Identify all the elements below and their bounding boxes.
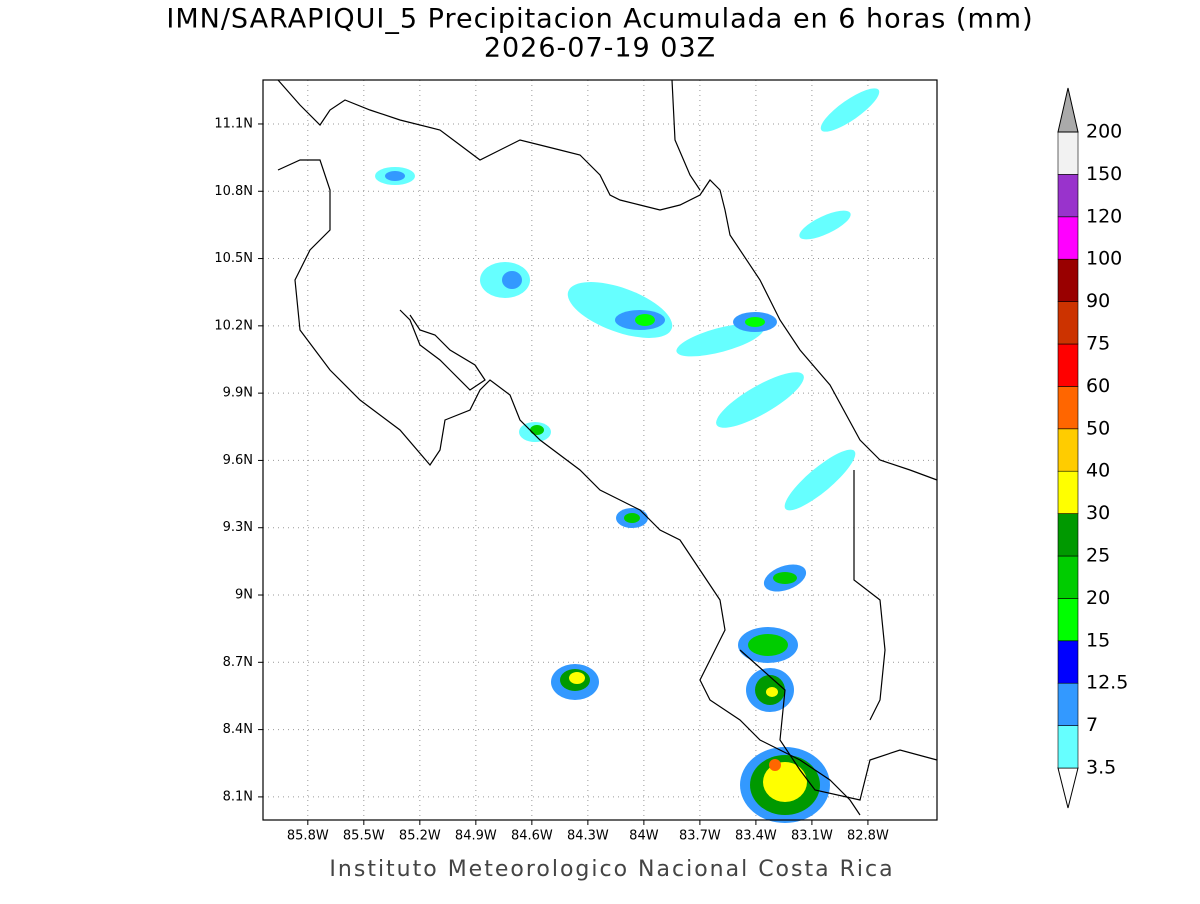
coastline [399,309,486,391]
colorbar-label: 30 [1086,502,1110,524]
x-tick-label: 84W [629,829,659,844]
colorbar-segment [1057,174,1079,218]
colorbar-label: 150 [1086,163,1122,185]
colorbar-segment [1057,640,1079,684]
colorbar-segment [1057,428,1079,472]
colorbar-segment [1057,725,1079,769]
map-title: IMN/SARAPIQUI_5 Precipitacion Acumulada … [166,4,1033,35]
colorbar-label: 200 [1086,121,1122,143]
y-tick-label: 8.1N [223,789,253,804]
colorbar-segment [1057,386,1079,430]
axes: 85.8W 85.5W 85.2W 84.9W 84.6W 84.3W 84W 83.7W 83… [214,116,889,843]
rain-area [530,425,544,435]
rain-area [569,672,585,684]
rain-area [748,634,788,656]
rain-area [567,282,673,338]
colorbar-label: 90 [1086,290,1110,312]
colorbar-label: 20 [1086,587,1110,609]
colorbar-label: 50 [1086,417,1110,439]
rain-area [773,572,797,584]
colorbar-label: 75 [1086,333,1110,355]
rain-area [676,323,764,357]
map-footer: Instituto Meteorologico Nacional Costa R… [329,857,894,882]
coastline [277,159,861,816]
colorbar-label: 25 [1086,545,1110,567]
colorbar-label: 40 [1086,460,1110,482]
colorbar-label: 60 [1086,375,1110,397]
colorbar-segment [1057,258,1079,302]
rain-area [766,687,778,697]
y-tick-label: 9N [235,588,253,603]
colorbar-segment [1057,343,1079,387]
colorbar-segment [1057,216,1079,260]
y-tick-label: 9.3N [223,520,253,535]
y-tick-label: 9.6N [223,453,253,468]
colorbar-segment [1057,555,1079,599]
precipitation-field [375,88,880,823]
map-frame [262,79,938,821]
rain-area [635,314,655,326]
colorbar-segment [1057,682,1079,726]
rain-area [745,317,765,327]
graticule [263,80,937,820]
colorbar-label: 100 [1086,248,1122,270]
colorbar-segment [1057,131,1079,175]
rain-area [784,449,856,511]
rain-area [716,372,804,428]
colorbar-segment [1057,301,1079,345]
x-tick-label: 85.5W [343,829,385,844]
colorbar-lower-triangle [1057,767,1079,809]
y-tick-label: 10.5N [214,251,253,266]
x-tick-label: 85.8W [287,829,329,844]
colorbar-segment [1057,598,1079,642]
coastlines [277,79,938,816]
colorbar-segment [1057,513,1079,557]
x-tick-label: 83.1W [791,829,833,844]
y-tick-label: 9.9N [223,386,253,401]
border [853,470,886,721]
x-tick-label: 83.7W [679,829,721,844]
y-tick-label: 10.2N [214,318,253,333]
colorbar-label: 120 [1086,205,1122,227]
y-tick-label: 11.1N [214,116,253,131]
y-tick-label: 8.4N [223,722,253,737]
map-subtitle: 2026-07-19 03Z [484,33,716,64]
colorbar-upper-triangle [1057,87,1079,133]
colorbar: 3.5 7 12.5 15 20 25 30 40 50 60 75 90 100 120 150 200 [1057,87,1128,809]
coastline [739,649,938,801]
x-tick-label: 84.6W [511,829,553,844]
rain-area [385,171,405,181]
rain-area [820,88,880,132]
rain-area [502,271,522,289]
colorbar-label: 7 [1086,714,1098,736]
y-tick-label: 8.7N [223,655,253,670]
rain-area [763,762,807,802]
rain-area [624,513,640,523]
colorbar-label: 12.5 [1086,672,1128,694]
x-tick-label: 84.3W [567,829,609,844]
x-tick-label: 85.2W [399,829,441,844]
x-tick-label: 83.4W [735,829,777,844]
x-tick-label: 84.9W [455,829,497,844]
colorbar-segment [1057,470,1079,514]
colorbar-label: 15 [1086,629,1110,651]
rain-area [799,210,851,240]
y-tick-label: 10.8N [214,184,253,199]
x-tick-label: 82.8W [847,829,889,844]
coastline [277,79,938,481]
rain-area [769,759,781,771]
colorbar-label: 3.5 [1086,757,1116,779]
coastline [671,79,701,191]
